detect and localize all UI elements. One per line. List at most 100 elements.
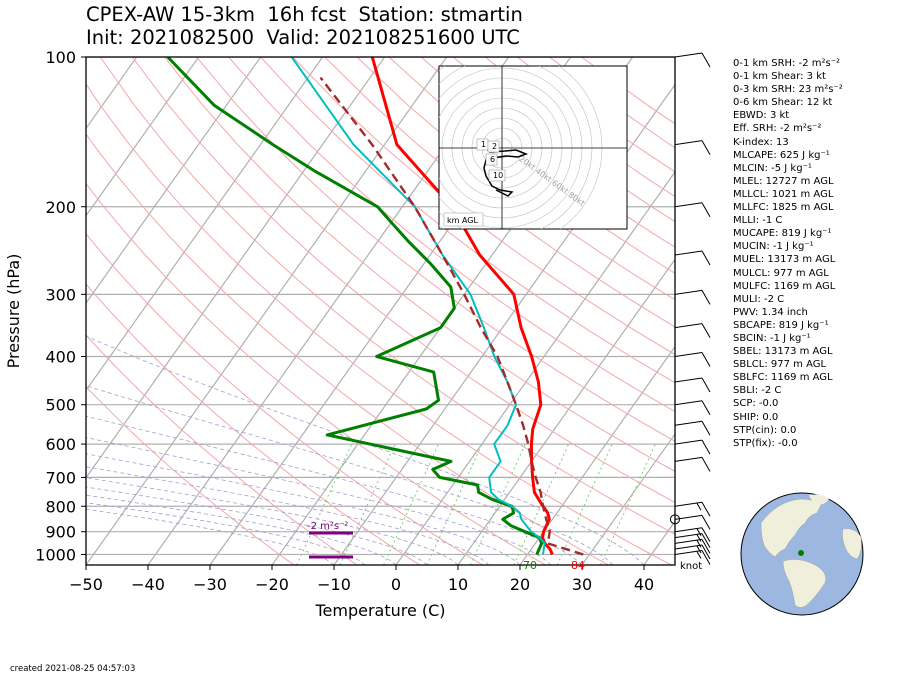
dry-adiabat (324, 57, 675, 328)
stat-line: 0-3 km SRH: 23 m²s⁻² (733, 84, 843, 96)
stat-line: PWV: 1.34 inch (733, 306, 808, 318)
wind-barb (674, 400, 711, 415)
dry-adiabat (99, 57, 675, 535)
isotherm-line (519, 345, 675, 565)
stat-line: STP(fix): -0.0 (733, 437, 798, 449)
stat-line: MULFC: 1169 m AGL (733, 280, 836, 292)
stat-line: SBLFC: 1169 m AGL (733, 372, 833, 384)
wind-barb (674, 250, 711, 266)
moist-adiabat (86, 385, 614, 565)
surface-dewpoint-label: 70 (523, 559, 537, 572)
moist-adiabat (86, 477, 459, 565)
isotherm-line (86, 57, 324, 392)
hodograph-height-label: 6 (490, 155, 495, 164)
stat-line: SBCIN: -1 J kg⁻¹ (733, 332, 811, 344)
x-tick-label: 0 (391, 575, 401, 594)
isotherm-line (457, 258, 675, 565)
stat-line: Eff. SRH: -2 m²s⁻² (733, 123, 822, 135)
dry-adiabat (86, 182, 546, 565)
stat-line: MLCAPE: 625 J kg⁻¹ (733, 149, 830, 161)
moist-adiabat (86, 502, 366, 565)
barb-units-label: knot (680, 561, 702, 572)
x-tick-label: −40 (131, 575, 165, 594)
dry-adiabat (86, 233, 483, 565)
dewpoint-profile (166, 57, 544, 556)
parcel-profile (319, 76, 584, 556)
stat-line: MULCL: 977 m AGL (733, 267, 829, 279)
stat-line: SBLCL: 977 m AGL (733, 359, 827, 371)
dry-adiabat (260, 57, 675, 384)
plot-frame (85, 56, 676, 566)
y-tick-label: 200 (45, 198, 76, 217)
isotherm-line (86, 57, 386, 479)
wind-barb (674, 533, 711, 548)
mixing-ratio-line (296, 443, 353, 565)
hodograph-height-label: 2 (492, 142, 497, 151)
wind-barb (674, 456, 711, 472)
moist-adiabat (86, 335, 645, 565)
y-tick-label: 900 (45, 523, 76, 542)
dry-adiabat (388, 57, 675, 274)
hodograph-frame (438, 65, 628, 230)
mixing-ratio-line (600, 443, 656, 565)
x-tick-label: −20 (255, 575, 289, 594)
y-tick-label: 100 (45, 48, 76, 67)
stat-line: MUCIN: -1 J kg⁻¹ (733, 241, 814, 253)
hodograph-legend: km AGL (447, 216, 479, 225)
hodograph-height-label: 1 (481, 140, 486, 149)
y-axis-label: Pressure (hPa) (4, 254, 23, 369)
hodograph-legend-box (443, 212, 484, 227)
stat-line: MLLCL: 1021 m AGL (733, 188, 834, 200)
location-globe (740, 492, 864, 616)
sounding-parameters: 0-1 km SRH: -2 m²s⁻² 0-1 km Shear: 3 kt 0-… (733, 57, 843, 450)
mixing-ratio-line (556, 443, 613, 565)
hodograph-height-label: 10 (493, 171, 503, 180)
stat-line: K-index: 13 (733, 136, 789, 148)
chart-subtitle: Init: 2021082500 Valid: 202108251600 UTC (86, 26, 520, 49)
dry-adiabat (196, 57, 675, 442)
dry-adiabat (292, 57, 675, 356)
mixing-ratio-line (469, 443, 526, 565)
x-tick-label: 30 (572, 575, 592, 594)
y-tick-label: 300 (45, 285, 76, 304)
stat-line: SHIP: 0.0 (733, 411, 779, 423)
wind-barb (674, 352, 711, 367)
stat-line: MLCIN: -5 J kg⁻¹ (733, 162, 812, 174)
stat-line: STP(cin): 0.0 (733, 424, 797, 436)
mixing-ratio-line (339, 443, 396, 565)
y-tick-label: 1000 (35, 545, 76, 564)
wind-barb (674, 501, 711, 517)
isotherm-line (86, 57, 448, 565)
stat-line: MUCAPE: 819 J kg⁻¹ (733, 228, 832, 240)
wind-barb (674, 140, 711, 155)
stat-line: 0-6 km Shear: 12 kt (733, 97, 833, 109)
north-america-shape (760, 498, 822, 558)
south-america-shape (782, 559, 826, 608)
stat-line: MLEL: 12727 m AGL (733, 175, 834, 187)
wind-barb (674, 514, 711, 530)
mixing-ratio-line (383, 443, 439, 565)
y-tick-label: 600 (45, 435, 76, 454)
isotherm-line (581, 432, 675, 565)
isotherm-line (86, 57, 200, 217)
africa-shape (842, 528, 862, 560)
moist-adiabat (86, 437, 552, 565)
moist-adiabat (86, 415, 583, 565)
dry-adiabat (86, 334, 358, 565)
dry-adiabat (86, 133, 609, 565)
stat-line: 0-1 km SRH: -2 m²s⁻² (733, 58, 840, 69)
dry-adiabat (86, 385, 295, 565)
moist-adiabat (86, 494, 397, 565)
stat-line: SBCAPE: 819 J kg⁻¹ (733, 319, 829, 331)
wind-barb (674, 544, 711, 560)
mixing-ratio-line (426, 443, 483, 565)
y-tick-label: 700 (45, 468, 76, 487)
wind-barb (674, 377, 711, 393)
stat-line: SCP: -0.0 (733, 398, 779, 410)
dry-adiabat (86, 83, 672, 565)
temperature-profile (370, 57, 554, 556)
stat-line: SBEL: 13173 m AGL (733, 346, 833, 358)
stat-line: MUEL: 13173 m AGL (733, 254, 836, 266)
wind-barb (674, 323, 711, 338)
stat-line: MLLI: -1 C (733, 215, 783, 227)
